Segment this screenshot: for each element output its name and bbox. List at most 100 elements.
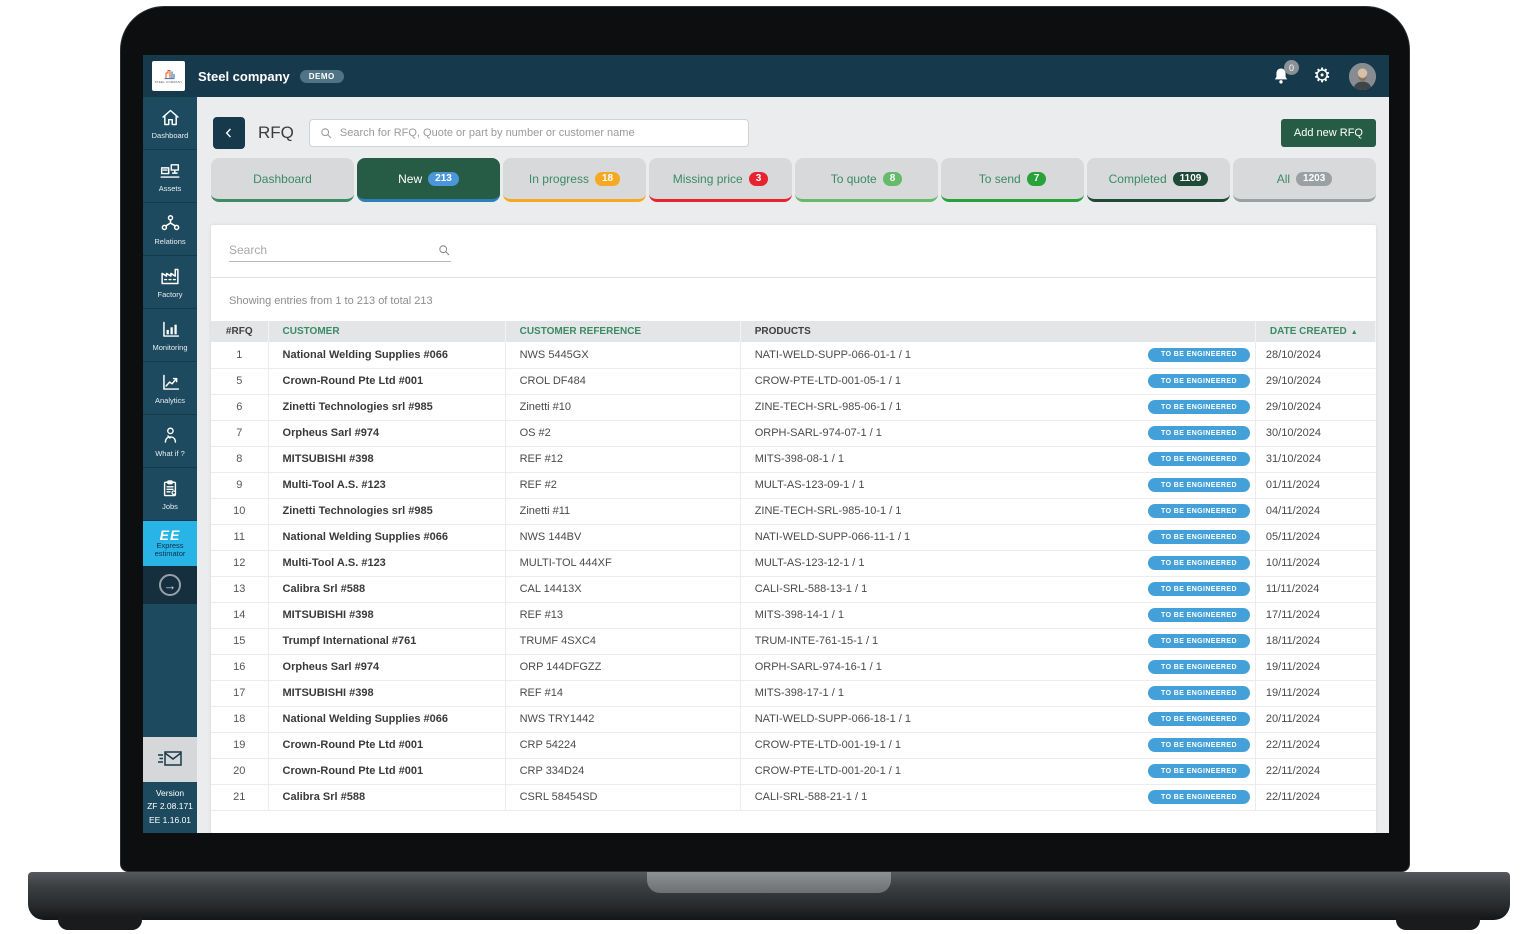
sidebar-spacer xyxy=(143,604,197,737)
table-row[interactable]: 7 Orpheus Sarl #974 OS #2 ORPH-SARL-974-… xyxy=(211,420,1376,447)
table-search xyxy=(211,225,1376,278)
assets-icon xyxy=(159,160,181,181)
sidebar-send-mail-button[interactable] xyxy=(143,736,197,782)
analytics-icon xyxy=(160,372,181,393)
sidebar-item-what-if[interactable]: What if ? xyxy=(143,415,197,468)
tab-to-send[interactable]: To send 7 xyxy=(941,158,1084,202)
envelope-icon xyxy=(158,751,182,766)
topbar: STEEL COMPANY Steel company DEMO 0 ⚙ xyxy=(143,55,1389,97)
table-row[interactable]: 10 Zinetti Technologies srl #985 Zinetti… xyxy=(211,498,1376,525)
status-badge: TO BE ENGINEERED xyxy=(1148,712,1250,726)
global-search-input[interactable] xyxy=(339,127,748,139)
status-badge: TO BE ENGINEERED xyxy=(1148,790,1250,804)
table-row[interactable]: 8 MITSUBISHI #398 REF #12 MITS-398-08-1 … xyxy=(211,446,1376,473)
express-estimator-logo-icon: EE xyxy=(159,526,181,543)
column-header-date-created[interactable]: DATE CREATED ▲ xyxy=(1255,321,1376,342)
table-row[interactable]: 18 National Welding Supplies #066 NWS TR… xyxy=(211,706,1376,733)
column-header-rfq: #RFQ xyxy=(211,321,269,342)
table-search-input[interactable] xyxy=(229,239,438,261)
status-badge: TO BE ENGINEERED xyxy=(1148,556,1250,570)
rfq-table: #RFQ CUSTOMER CUSTOMER REFERENCE PRODUCT… xyxy=(211,321,1376,811)
status-badge: TO BE ENGINEERED xyxy=(1148,478,1250,492)
column-header-customer[interactable]: CUSTOMER xyxy=(268,321,506,342)
sidebar-collapse-button[interactable]: → xyxy=(143,566,197,604)
sidebar-item-dashboard[interactable]: Dashboard xyxy=(143,97,197,150)
search-icon xyxy=(439,244,450,255)
demo-badge: DEMO xyxy=(299,69,344,83)
table-row[interactable]: 12 Multi-Tool A.S. #123 MULTI-TOL 444XF … xyxy=(211,550,1376,577)
table-row[interactable]: 9 Multi-Tool A.S. #123 REF #2 MULT-AS-12… xyxy=(211,472,1376,499)
tab-missing-price[interactable]: Missing price 3 xyxy=(649,158,792,202)
factory-icon xyxy=(159,266,181,287)
chevron-left-icon xyxy=(225,128,231,138)
laptop-base xyxy=(28,872,1510,920)
table-row[interactable]: 1 National Welding Supplies #066 NWS 544… xyxy=(211,342,1376,369)
column-header-products: PRODUCTS xyxy=(740,321,1256,342)
status-badge: TO BE ENGINEERED xyxy=(1148,426,1250,440)
sidebar-item-jobs[interactable]: Jobs xyxy=(143,468,197,521)
jobs-icon xyxy=(160,478,180,499)
version-zf: ZF 2.08.171 xyxy=(147,801,193,811)
table-row[interactable]: 17 MITSUBISHI #398 REF #14 MITS-398-17-1… xyxy=(211,680,1376,707)
tab-new[interactable]: New 213 xyxy=(357,158,500,202)
back-button[interactable] xyxy=(213,117,245,149)
tab-to-quote[interactable]: To quote 8 xyxy=(795,158,938,202)
settings-button[interactable]: ⚙ xyxy=(1313,66,1331,86)
main-content: RFQ Add new RFQ Dashboard New 213 In pro… xyxy=(197,97,1389,833)
notification-count-badge: 0 xyxy=(1284,60,1300,75)
sidebar-item-express-estimator[interactable]: EE Express estimator xyxy=(143,521,197,566)
sidebar-item-analytics[interactable]: Analytics xyxy=(143,362,197,415)
laptop-foot-left xyxy=(58,916,142,930)
tab-dashboard[interactable]: Dashboard xyxy=(211,158,354,202)
page-title: RFQ xyxy=(258,123,294,142)
table-row[interactable]: 16 Orpheus Sarl #974 ORP 144DFGZZ ORPH-S… xyxy=(211,654,1376,681)
sidebar-item-relations[interactable]: Relations xyxy=(143,203,197,256)
logo-caption: STEEL COMPANY xyxy=(154,80,183,84)
tab-count-badge: 3 xyxy=(748,171,769,186)
showing-entries-text: Showing entries from 1 to 213 of total 2… xyxy=(229,295,433,307)
column-header-customer-reference[interactable]: CUSTOMER REFERENCE xyxy=(505,321,741,342)
tab-in-progress[interactable]: In progress 18 xyxy=(503,158,646,202)
table-row[interactable]: 19 Crown-Round Pte Ltd #001 CRP 54224 CR… xyxy=(211,732,1376,759)
app-window: STEEL COMPANY Steel company DEMO 0 ⚙ xyxy=(143,55,1389,833)
sidebar-item-assets[interactable]: Assets xyxy=(143,150,197,203)
tab-completed[interactable]: Completed 1109 xyxy=(1087,158,1230,202)
sidebar-item-monitoring[interactable]: Monitoring xyxy=(143,309,197,362)
table-row[interactable]: 5 Crown-Round Pte Ltd #001 CROL DF484 CR… xyxy=(211,368,1376,395)
status-badge: TO BE ENGINEERED xyxy=(1148,582,1250,596)
status-badge: TO BE ENGINEERED xyxy=(1148,452,1250,466)
gear-icon: ⚙ xyxy=(1313,65,1331,87)
steel-company-logo-icon xyxy=(164,69,175,80)
table-row[interactable]: 13 Calibra Srl #588 CAL 14413X CALI-SRL-… xyxy=(211,576,1376,603)
company-logo: STEEL COMPANY xyxy=(152,61,185,91)
user-avatar[interactable] xyxy=(1349,62,1376,90)
table-row[interactable]: 15 Trumpf International #761 TRUMF 4SXC4… xyxy=(211,628,1376,655)
table-row[interactable]: 11 National Welding Supplies #066 NWS 14… xyxy=(211,524,1376,551)
status-badge: TO BE ENGINEERED xyxy=(1148,530,1250,544)
table-header-row: #RFQ CUSTOMER CUSTOMER REFERENCE PRODUCT… xyxy=(211,321,1376,342)
tab-all[interactable]: All 1203 xyxy=(1233,158,1376,202)
express-estimator-label1: Express xyxy=(156,540,184,550)
monitoring-icon xyxy=(160,319,181,340)
table-row[interactable]: 21 Calibra Srl #588 CSRL 58454SD CALI-SR… xyxy=(211,784,1376,811)
page-header: RFQ Add new RFQ xyxy=(197,97,1389,149)
add-new-rfq-button[interactable]: Add new RFQ xyxy=(1280,119,1376,147)
sidebar: Dashboard Assets Relations Factory Monit… xyxy=(143,97,197,833)
tab-count-badge: 7 xyxy=(1026,171,1047,186)
status-badge: TO BE ENGINEERED xyxy=(1148,634,1250,648)
table-row[interactable]: 6 Zinetti Technologies srl #985 Zinetti … xyxy=(211,394,1376,421)
notifications-button[interactable]: 0 xyxy=(1271,60,1300,87)
laptop-foot-right xyxy=(1396,916,1480,930)
table-row[interactable]: 20 Crown-Round Pte Ltd #001 CRP 334D24 C… xyxy=(211,758,1376,785)
tab-count-badge: 1203 xyxy=(1296,171,1333,186)
tab-count-badge: 213 xyxy=(428,171,459,186)
status-badge: TO BE ENGINEERED xyxy=(1148,660,1250,674)
home-icon xyxy=(160,107,181,128)
version-ee: EE 1.16.01 xyxy=(148,814,192,825)
relations-icon xyxy=(160,213,181,234)
status-tabs: Dashboard New 213 In progress 18 Missing… xyxy=(211,158,1376,202)
rfq-list-panel: Showing entries from 1 to 213 of total 2… xyxy=(211,225,1376,833)
sidebar-item-factory[interactable]: Factory xyxy=(143,256,197,309)
status-badge: TO BE ENGINEERED xyxy=(1148,347,1250,362)
table-row[interactable]: 14 MITSUBISHI #398 REF #13 MITS-398-14-1… xyxy=(211,602,1376,629)
